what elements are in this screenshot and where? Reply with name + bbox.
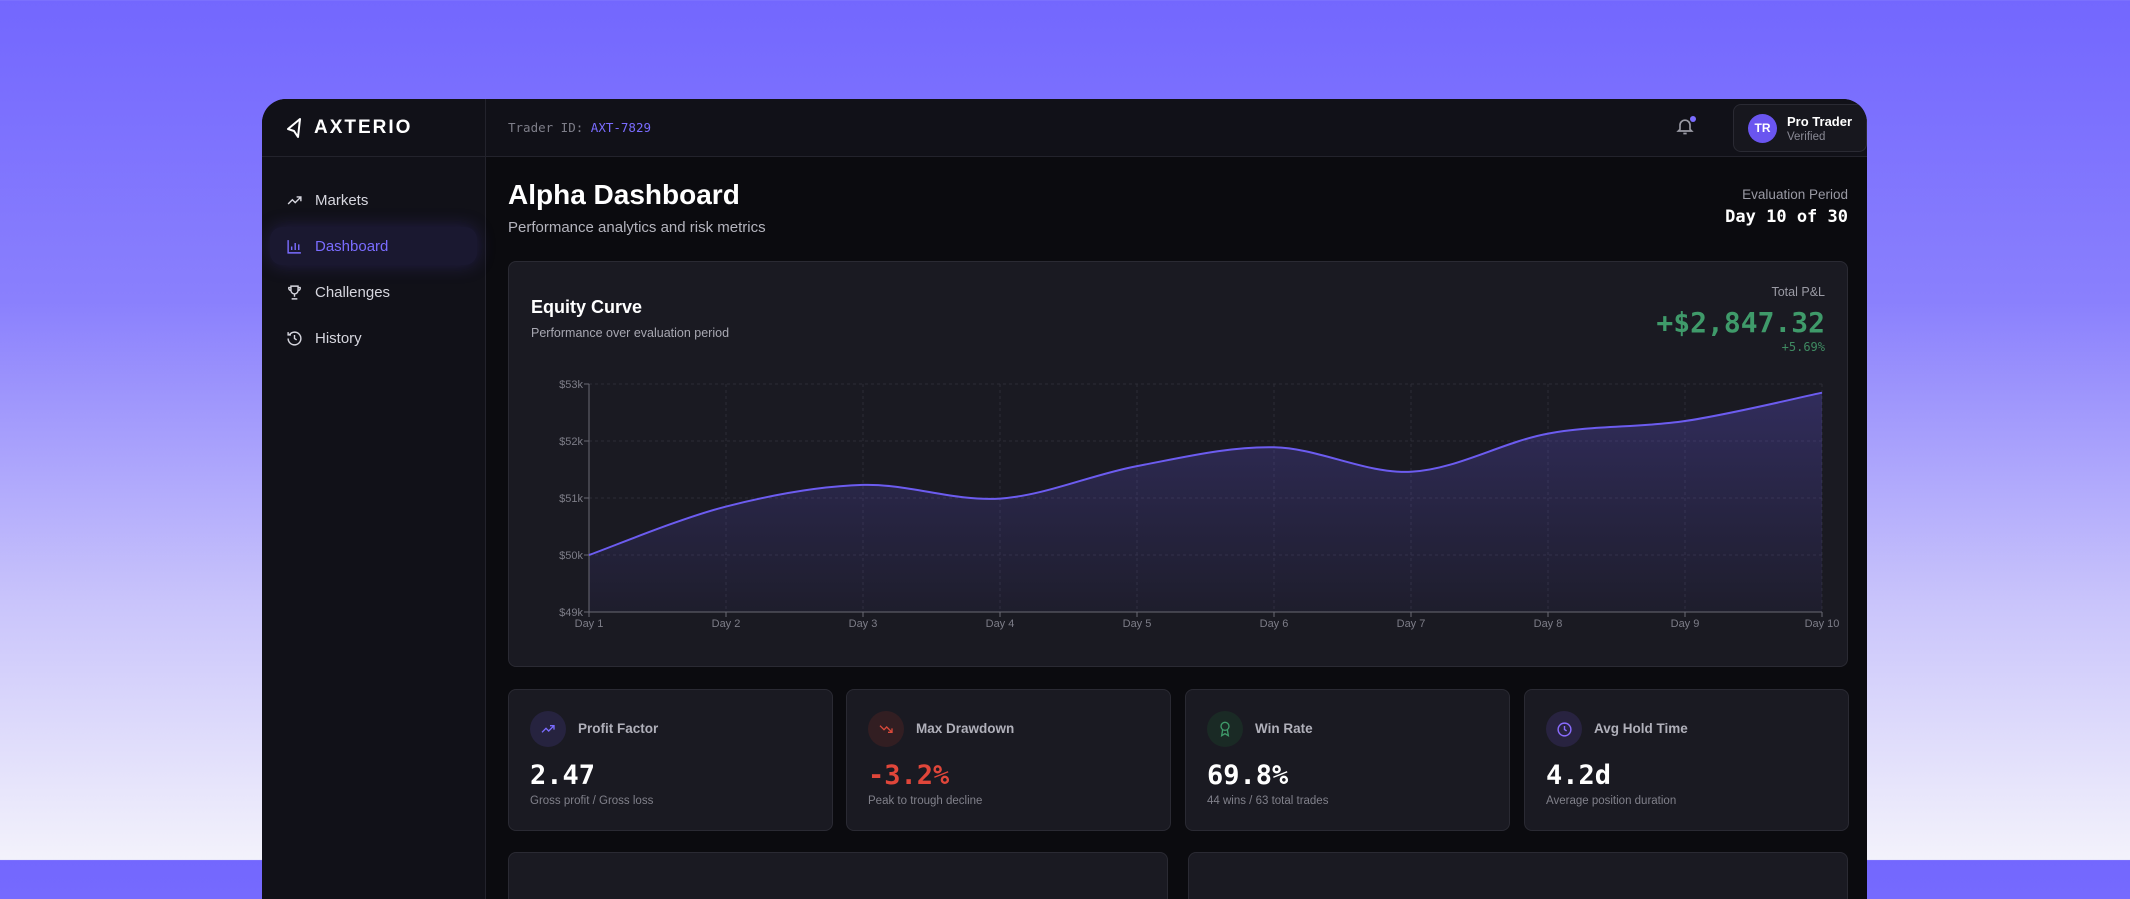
stat-icon-wrap <box>1546 711 1582 747</box>
sidebar-item-markets[interactable]: Markets <box>270 181 477 219</box>
stat-sub: Average position duration <box>1546 795 1677 807</box>
x-tick-label: Day 7 <box>1397 618 1426 630</box>
page-title: Alpha Dashboard <box>508 179 740 210</box>
logo[interactable]: AXTERIO <box>262 99 485 157</box>
logo-icon <box>287 117 301 138</box>
bottom-card-left <box>508 852 1168 899</box>
sidebar-item-dashboard[interactable]: Dashboard <box>270 227 477 265</box>
bell-icon <box>1676 119 1694 135</box>
brand-name: AXTERIO <box>314 116 413 138</box>
trending-up-icon <box>541 725 555 733</box>
x-tick-label: Day 4 <box>986 618 1015 630</box>
stat-label: Max Drawdown <box>916 721 1015 736</box>
stat-label: Win Rate <box>1255 721 1313 736</box>
bar-chart-icon <box>287 239 301 254</box>
user-menu[interactable]: TR Pro Trader Verified <box>1733 104 1867 152</box>
stat-card-win-rate: Win Rate 69.8% 44 wins / 63 total trades <box>1185 689 1510 831</box>
sidebar-item-label: Dashboard <box>315 237 389 255</box>
stat-value: 2.47 <box>530 760 596 791</box>
stat-sub: 44 wins / 63 total trades <box>1207 795 1329 807</box>
sidebar-item-label: History <box>315 329 362 347</box>
trophy-icon <box>288 284 301 300</box>
y-tick-label: $52k <box>559 436 583 448</box>
avatar: TR <box>1748 113 1777 143</box>
sidebar-item-label: Markets <box>315 191 369 209</box>
y-tick-label: $53k <box>559 379 583 391</box>
stat-card-avg-hold-time: Avg Hold Time 4.2d Average position dura… <box>1524 689 1849 831</box>
stat-card-max-drawdown: Max Drawdown -3.2% Peak to trough declin… <box>846 689 1171 831</box>
trending-down-icon <box>879 725 893 733</box>
y-tick-label: $49k <box>559 607 583 619</box>
equity-chart: $49k $50k $51k $52k $53k Day 1 Day 2 Day 3 Day 4… <box>559 379 1840 630</box>
trader-id: Trader ID: AXT-7829 <box>508 120 651 135</box>
x-tick-label: Day 3 <box>849 618 878 630</box>
app-window: AXTERIO Markets Dashboard Challenges His… <box>262 99 1867 899</box>
pnl-label: Total P&L <box>1771 285 1825 299</box>
award-icon <box>1220 721 1230 737</box>
stat-value: 4.2d <box>1546 760 1612 791</box>
top-bar: Trader ID: AXT-7829 TR Pro Trader Verifi… <box>486 99 1867 157</box>
stat-label: Profit Factor <box>578 721 659 736</box>
notifications-button[interactable] <box>1675 116 1697 138</box>
trader-id-value: AXT-7829 <box>590 120 652 135</box>
x-tick-label: Day 2 <box>712 618 741 630</box>
y-tick-label: $50k <box>559 550 583 562</box>
user-name: Pro Trader <box>1787 113 1853 129</box>
x-tick-label: Day 9 <box>1671 618 1700 630</box>
sidebar: AXTERIO Markets Dashboard Challenges His… <box>262 99 486 899</box>
x-tick-label: Day 8 <box>1534 618 1563 630</box>
clock-icon <box>1556 721 1572 737</box>
equity-area <box>589 392 1822 612</box>
stat-label: Avg Hold Time <box>1594 721 1688 736</box>
history-icon <box>287 330 302 346</box>
pnl-percent: +5.69% <box>1781 340 1825 354</box>
sidebar-item-challenges[interactable]: Challenges <box>270 273 477 311</box>
pnl-value: +$2,847.32 <box>1656 306 1825 339</box>
trending-up-icon <box>287 195 302 205</box>
trader-id-label: Trader ID: <box>508 120 584 135</box>
x-tick-label: Day 5 <box>1123 618 1152 630</box>
stat-sub: Gross profit / Gross loss <box>530 795 654 807</box>
stat-icon-wrap <box>530 711 566 747</box>
stat-value: 69.8% <box>1207 760 1289 791</box>
x-tick-label: Day 1 <box>575 618 604 630</box>
stat-icon-wrap <box>1207 711 1243 747</box>
user-status: Verified <box>1787 130 1826 143</box>
evaluation-label: Evaluation Period <box>1742 187 1848 202</box>
notification-dot <box>1690 116 1696 122</box>
equity-subtitle: Performance over evaluation period <box>531 326 730 340</box>
sidebar-item-label: Challenges <box>315 283 391 301</box>
x-tick-label: Day 6 <box>1260 618 1289 630</box>
stat-sub: Peak to trough decline <box>868 795 983 807</box>
equity-line <box>588 391 1823 556</box>
sidebar-nav: Markets Dashboard Challenges History <box>262 157 485 357</box>
page-subtitle: Performance analytics and risk metrics <box>508 219 766 236</box>
stat-value: -3.2% <box>868 760 950 791</box>
y-tick-label: $51k <box>559 493 583 505</box>
equity-curve-card: $49k $50k $51k $52k $53k Day 1 Day 2 Day 3 Day 4… <box>508 261 1848 667</box>
x-tick-label: Day 10 <box>1805 618 1840 630</box>
stat-card-profit-factor: Profit Factor 2.47 Gross profit / Gross … <box>508 689 833 831</box>
stat-icon-wrap <box>868 711 904 747</box>
evaluation-value: Day 10 of 30 <box>1725 207 1848 227</box>
sidebar-item-history[interactable]: History <box>270 319 477 357</box>
bottom-card-right <box>1188 852 1848 899</box>
equity-title: Equity Curve <box>531 297 643 317</box>
